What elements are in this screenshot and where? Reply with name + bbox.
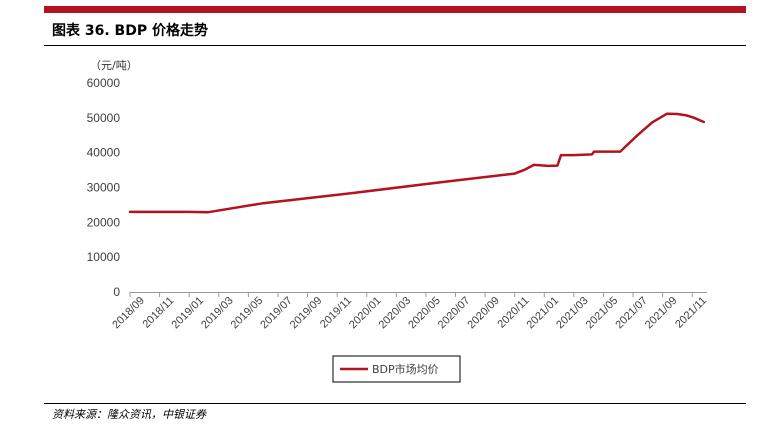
source-note: 资料来源：隆众资讯，中银证券 (52, 408, 206, 421)
x-axis: 2018/092018/112019/012019/032019/052019/… (110, 292, 709, 331)
y-tick-label: 0 (113, 285, 120, 299)
series-line (128, 112, 706, 214)
x-tick-label: 2020/01 (347, 295, 384, 332)
x-tick-label: 2019/05 (229, 295, 266, 332)
unit-label: （元/吨） (90, 59, 138, 72)
x-tick-label: 2019/09 (288, 295, 325, 332)
y-tick-label: 20000 (87, 215, 121, 229)
x-tick-label: 2021/07 (613, 295, 650, 332)
x-tick-label: 2021/11 (673, 295, 709, 331)
x-tick-label: 2021/01 (525, 295, 562, 332)
x-tick-label: 2021/09 (643, 295, 680, 332)
price-line-chart: （元/吨） 0 10000 20000 30000 40000 50000 60000 20… (87, 59, 709, 383)
source-divider (44, 403, 746, 404)
title-divider (44, 45, 746, 46)
x-tick-label: 2020/07 (436, 295, 473, 332)
y-tick-label: 50000 (87, 111, 121, 125)
x-tick-label: 2019/01 (169, 295, 206, 332)
x-tick-label: 2018/09 (110, 295, 147, 332)
figure-title: 图表 36. BDP 价格走势 (52, 23, 208, 39)
y-tick-label: 30000 (87, 181, 121, 195)
x-tick-label: 2019/03 (199, 295, 236, 332)
y-tick-label: 40000 (87, 146, 121, 160)
y-tick-label: 60000 (87, 76, 121, 90)
header-accent-bar (44, 6, 746, 13)
x-tick-label: 2020/09 (465, 295, 502, 332)
y-axis: 0 10000 20000 30000 40000 50000 60000 (87, 76, 121, 299)
x-tick-label: 2020/05 (406, 295, 443, 332)
x-tick-label: 2020/03 (377, 295, 414, 332)
x-tick-label: 2019/07 (258, 295, 295, 332)
legend: BDP市场均价 (332, 355, 461, 383)
legend-label: BDP市场均价 (372, 362, 439, 376)
y-tick-label: 10000 (87, 250, 121, 264)
x-tick-label: 2021/05 (584, 295, 621, 332)
series-layer (128, 112, 706, 214)
x-tick-label: 2021/03 (554, 295, 591, 332)
